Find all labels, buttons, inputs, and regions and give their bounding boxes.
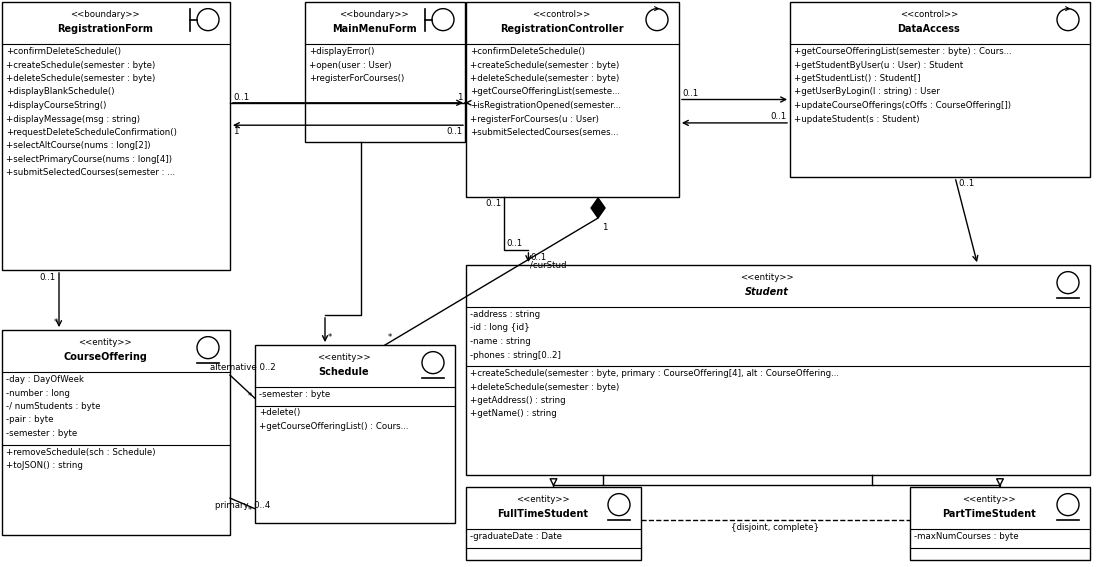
Text: 0..1: 0..1 xyxy=(446,127,463,136)
Text: +deleteSchedule(semester : byte): +deleteSchedule(semester : byte) xyxy=(470,383,619,391)
Text: *: * xyxy=(54,318,58,327)
Text: +getCourseOfferingList(semeste...: +getCourseOfferingList(semeste... xyxy=(470,87,620,96)
Bar xyxy=(2,330,230,535)
Text: PartTimeStudent: PartTimeStudent xyxy=(942,509,1036,519)
Text: <<control>>: <<control>> xyxy=(900,10,958,19)
Text: FullTimeStudent: FullTimeStudent xyxy=(497,509,588,519)
Text: +selectAltCourse(nums : long[2]): +selectAltCourse(nums : long[2]) xyxy=(5,142,150,150)
Text: <<entity>>: <<entity>> xyxy=(516,495,569,504)
Text: 1: 1 xyxy=(602,223,608,232)
Text: RegistrationForm: RegistrationForm xyxy=(57,24,152,34)
Text: +submitSelectedCourses(semester : ...: +submitSelectedCourses(semester : ... xyxy=(5,168,176,177)
Bar xyxy=(305,2,465,142)
Text: +getStudentList() : Student[]: +getStudentList() : Student[] xyxy=(794,74,920,83)
Text: -number : long: -number : long xyxy=(5,388,70,397)
Text: -phones : string[0..2]: -phones : string[0..2] xyxy=(470,350,561,359)
Text: +displayBlankSchedule(): +displayBlankSchedule() xyxy=(5,87,114,96)
Text: 0..1: 0..1 xyxy=(531,253,546,262)
Text: +getCourseOfferingList(semester : byte) : Cours...: +getCourseOfferingList(semester : byte) … xyxy=(794,47,1011,56)
Bar xyxy=(911,487,1090,560)
Text: +createSchedule(semester : byte): +createSchedule(semester : byte) xyxy=(5,61,156,70)
Text: DataAccess: DataAccess xyxy=(897,24,960,34)
Bar xyxy=(466,487,641,560)
Text: -id : long {id}: -id : long {id} xyxy=(470,324,530,332)
Text: -/ numStudents : byte: -/ numStudents : byte xyxy=(5,402,101,411)
Text: primary  0..4: primary 0..4 xyxy=(215,501,270,510)
Text: <<entity>>: <<entity>> xyxy=(962,495,1016,504)
Text: +toJSON() : string: +toJSON() : string xyxy=(5,461,83,470)
Text: 1: 1 xyxy=(457,93,463,102)
Text: *: * xyxy=(248,506,252,515)
Text: <<boundary>>: <<boundary>> xyxy=(339,10,409,19)
Text: -semester : byte: -semester : byte xyxy=(5,429,77,438)
Text: 0..1: 0..1 xyxy=(507,239,522,248)
Bar xyxy=(466,265,1090,475)
Text: <<boundary>>: <<boundary>> xyxy=(70,10,139,19)
Text: +requestDeleteScheduleConfirmation(): +requestDeleteScheduleConfirmation() xyxy=(5,128,177,137)
Text: Student: Student xyxy=(745,287,789,297)
Text: +deleteSchedule(semester : byte): +deleteSchedule(semester : byte) xyxy=(5,74,156,83)
Text: +registerForCourses(): +registerForCourses() xyxy=(309,74,405,83)
Text: +deleteSchedule(semester : byte): +deleteSchedule(semester : byte) xyxy=(470,74,619,83)
Text: alternative 0..2: alternative 0..2 xyxy=(210,363,275,372)
Text: -name : string: -name : string xyxy=(470,337,531,346)
Text: +isRegistrationOpened(semester...: +isRegistrationOpened(semester... xyxy=(470,101,621,110)
Text: +displayMessage(msg : string): +displayMessage(msg : string) xyxy=(5,115,140,124)
Text: -address : string: -address : string xyxy=(470,310,540,319)
Text: 1: 1 xyxy=(233,127,238,136)
Text: +updateStudent(s : Student): +updateStudent(s : Student) xyxy=(794,115,919,124)
Text: 0..1: 0..1 xyxy=(233,93,249,102)
Text: +createSchedule(semester : byte, primary : CourseOffering[4], alt : CourseOfferi: +createSchedule(semester : byte, primary… xyxy=(470,369,839,378)
Text: -graduateDate : Date: -graduateDate : Date xyxy=(470,532,562,541)
Text: +getAddress() : string: +getAddress() : string xyxy=(470,396,566,405)
Text: +updateCourseOfferings(cOffs : CourseOffering[]): +updateCourseOfferings(cOffs : CourseOff… xyxy=(794,101,1011,110)
Text: +getName() : string: +getName() : string xyxy=(470,409,557,418)
Text: 0..1: 0..1 xyxy=(39,273,56,282)
Bar xyxy=(255,345,455,523)
Text: -maxNumCourses : byte: -maxNumCourses : byte xyxy=(914,532,1019,541)
Text: +confirmDeleteSchedule(): +confirmDeleteSchedule() xyxy=(5,47,121,56)
Text: <<control>>: <<control>> xyxy=(532,10,590,19)
Text: RegistrationController: RegistrationController xyxy=(500,24,623,34)
Text: +displayCourseString(): +displayCourseString() xyxy=(5,101,106,110)
Text: -day : DayOfWeek: -day : DayOfWeek xyxy=(5,375,84,384)
Text: +selectPrimaryCourse(nums : long[4]): +selectPrimaryCourse(nums : long[4]) xyxy=(5,155,172,164)
Text: CourseOffering: CourseOffering xyxy=(63,352,147,362)
Text: /curStud: /curStud xyxy=(531,261,567,270)
Text: +getUserByLogin(l : string) : User: +getUserByLogin(l : string) : User xyxy=(794,87,940,96)
Text: +open(user : User): +open(user : User) xyxy=(309,61,392,70)
Text: 0..1: 0..1 xyxy=(958,179,974,188)
Text: +registerForCourses(u : User): +registerForCourses(u : User) xyxy=(470,115,599,124)
Text: +confirmDeleteSchedule(): +confirmDeleteSchedule() xyxy=(470,47,585,56)
Text: *: * xyxy=(248,392,252,401)
Text: +displayError(): +displayError() xyxy=(309,47,374,56)
Polygon shape xyxy=(591,198,606,218)
Text: <<entity>>: <<entity>> xyxy=(317,353,371,362)
Text: <<entity>>: <<entity>> xyxy=(78,338,132,347)
Text: +createSchedule(semester : byte): +createSchedule(semester : byte) xyxy=(470,61,619,70)
Text: *: * xyxy=(328,333,332,342)
Text: *: * xyxy=(388,333,393,342)
Text: 0..1: 0..1 xyxy=(771,112,787,121)
Text: +submitSelectedCourses(semes...: +submitSelectedCourses(semes... xyxy=(470,128,619,137)
Text: -pair : byte: -pair : byte xyxy=(5,416,54,425)
Text: +delete(): +delete() xyxy=(259,408,301,417)
Text: 0..1: 0..1 xyxy=(485,199,501,208)
Text: +getCourseOfferingList() : Cours...: +getCourseOfferingList() : Cours... xyxy=(259,422,408,431)
Text: +removeSchedule(sch : Schedule): +removeSchedule(sch : Schedule) xyxy=(5,447,156,456)
Bar xyxy=(466,2,679,197)
Text: MainMenuForm: MainMenuForm xyxy=(331,24,417,34)
Text: +getStudentByUser(u : User) : Student: +getStudentByUser(u : User) : Student xyxy=(794,61,963,70)
Bar xyxy=(2,2,230,270)
Text: <<entity>>: <<entity>> xyxy=(740,273,794,282)
Text: 0..1: 0..1 xyxy=(682,88,699,98)
Text: -semester : byte: -semester : byte xyxy=(259,390,330,399)
Text: {disjoint, complete}: {disjoint, complete} xyxy=(732,523,819,532)
Bar xyxy=(790,2,1090,177)
Text: Schedule: Schedule xyxy=(319,367,370,377)
